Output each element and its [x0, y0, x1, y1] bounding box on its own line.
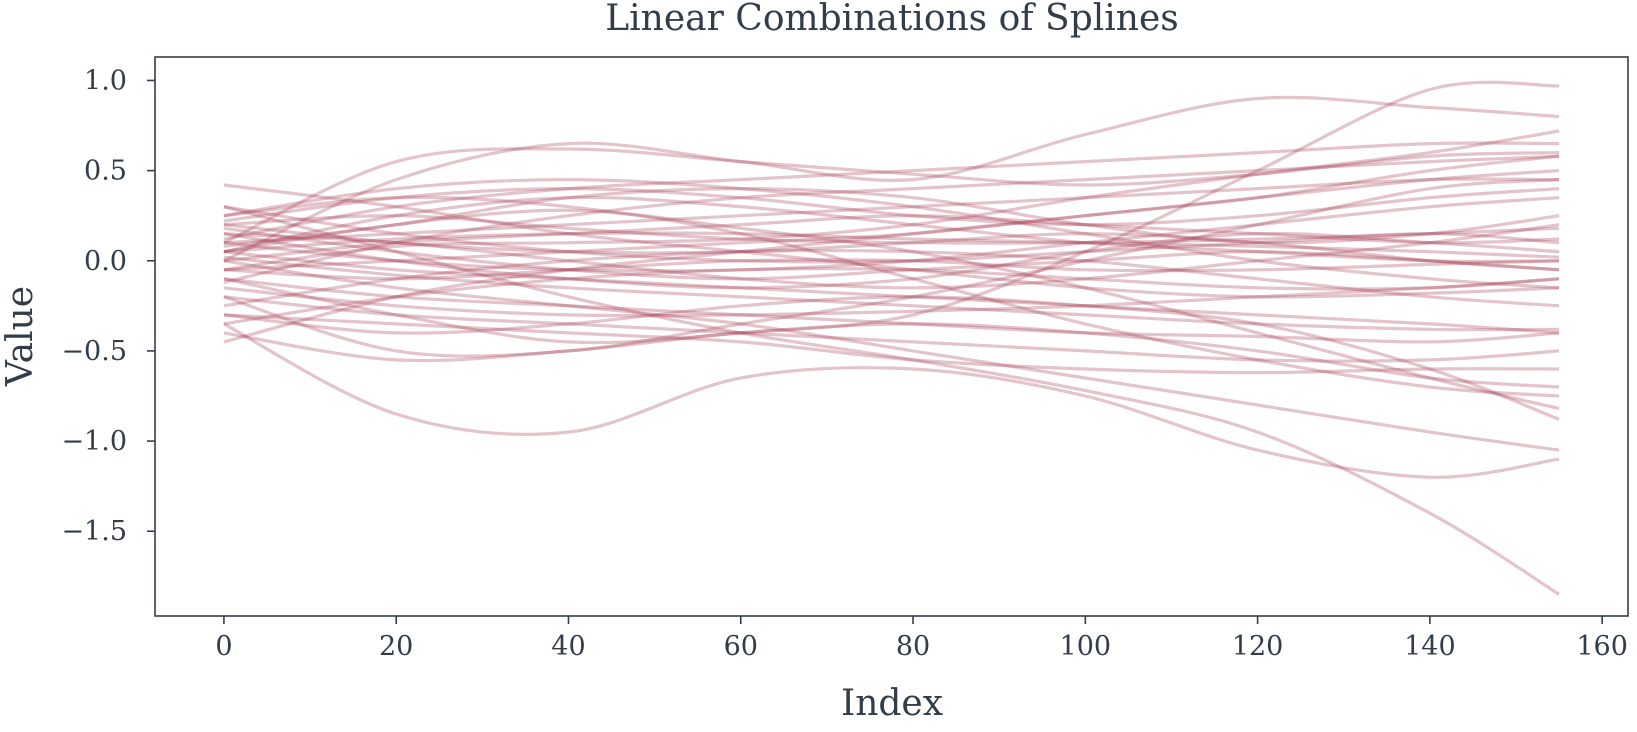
series-layer: [223, 80, 1560, 596]
series-line-6: [223, 183, 1560, 299]
y-tick-label: −1.0: [61, 426, 127, 457]
y-tick-label: 0.5: [84, 156, 127, 187]
plot-frame: [154, 56, 1629, 617]
y-axis: 1.0 0.5 0.0 −0.5 −1.0 −1.5: [61, 65, 155, 547]
series-line-37: [223, 177, 1560, 290]
series-line-32: [223, 186, 1560, 227]
x-tick-label: 0: [215, 631, 232, 662]
series-line-7: [223, 322, 1560, 479]
series-line-28: [223, 313, 1560, 375]
y-tick-label: 1.0: [84, 65, 127, 96]
series-line-26: [223, 277, 1560, 344]
series-line-40: [223, 258, 1560, 281]
chart-title: Linear Combinations of Splines: [605, 0, 1179, 39]
series-line-25: [223, 214, 1560, 263]
series-line-35: [223, 196, 1560, 273]
series-line-27: [223, 226, 1560, 281]
series-line-22: [223, 186, 1560, 248]
series-line-30: [223, 169, 1560, 272]
series-line-23: [223, 322, 1560, 389]
series-line-19: [223, 259, 1560, 452]
series-line-13: [223, 129, 1560, 272]
x-tick-label: 100: [1060, 631, 1112, 662]
series-line-24: [223, 205, 1560, 264]
series-line-34: [223, 255, 1560, 332]
series-line-29: [223, 195, 1560, 264]
series-line-14: [223, 250, 1560, 335]
x-tick-label: 80: [896, 631, 930, 662]
y-axis-label: Value: [0, 286, 41, 387]
series-line-39: [223, 231, 1560, 259]
series-line-21: [223, 248, 1560, 308]
x-axis-label: Index: [841, 683, 943, 724]
series-line-11: [223, 231, 1560, 290]
series-line-17: [223, 277, 1560, 318]
series-line-15: [223, 295, 1560, 421]
series-line-5: [223, 80, 1560, 345]
x-tick-label: 40: [551, 631, 585, 662]
series-line-16: [223, 177, 1560, 245]
series-line-8: [223, 154, 1560, 344]
y-tick-label: −0.5: [61, 336, 127, 367]
series-line-3: [223, 147, 1560, 245]
series-line-9: [223, 214, 1560, 245]
series-line-4: [223, 95, 1560, 263]
x-axis: 0 20 40 60 80 100 120 140 160: [215, 616, 1628, 662]
x-tick-label: 160: [1576, 631, 1628, 662]
x-tick-label: 20: [379, 631, 413, 662]
x-tick-label: 60: [724, 631, 758, 662]
series-line-38: [223, 267, 1560, 326]
series-line-1: [223, 208, 1560, 411]
series-line-20: [223, 141, 1560, 241]
series-line-12: [223, 195, 1560, 398]
series-line-33: [223, 295, 1560, 363]
y-tick-label: −1.5: [61, 516, 127, 547]
series-line-18: [223, 223, 1560, 272]
series-line-36: [223, 154, 1560, 284]
y-tick-label: 0.0: [84, 246, 127, 277]
x-tick-label: 140: [1404, 631, 1456, 662]
series-line-10: [223, 178, 1560, 358]
series-line-31: [223, 223, 1560, 290]
x-tick-label: 120: [1232, 631, 1284, 662]
series-line-2: [223, 205, 1560, 596]
